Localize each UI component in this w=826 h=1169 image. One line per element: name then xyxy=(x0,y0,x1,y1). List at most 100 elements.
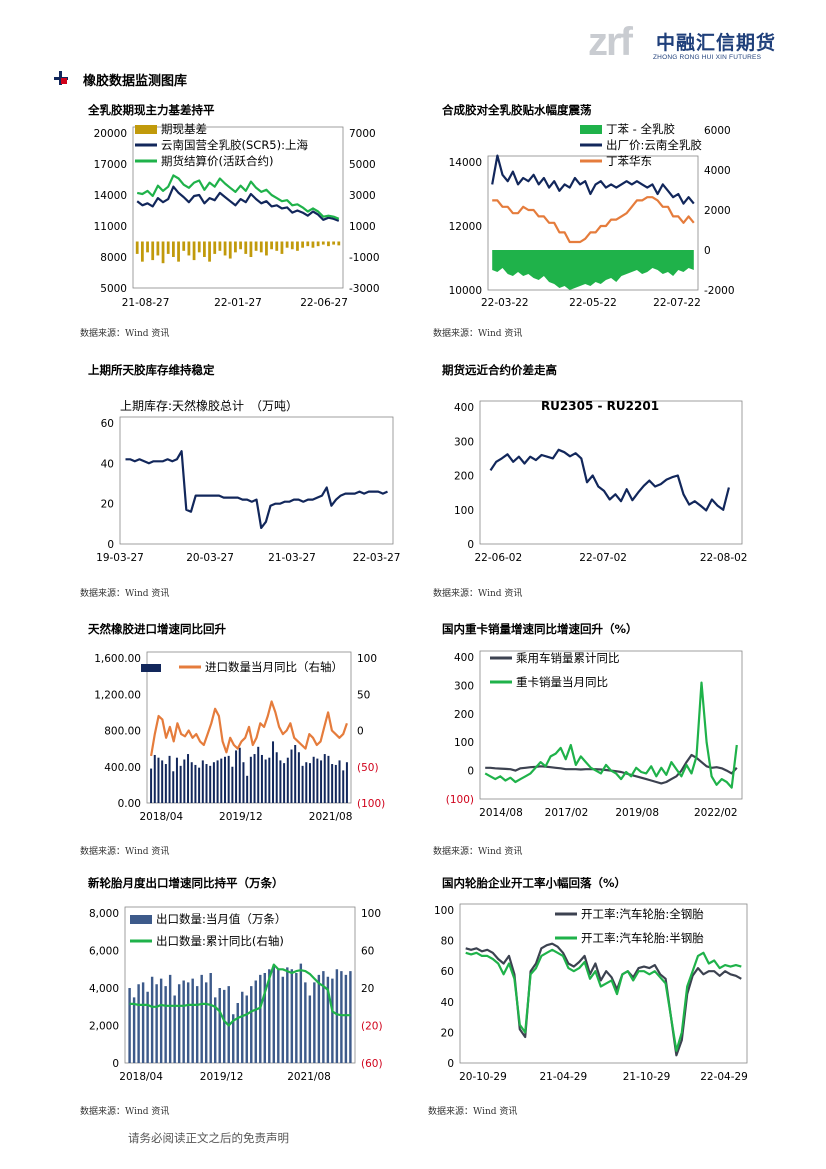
y-tick-label: 60 xyxy=(101,418,114,430)
y2-tick-label: (100) xyxy=(357,798,385,810)
x-tick-label: 2014/08 xyxy=(479,807,523,819)
bar-mark xyxy=(166,241,170,254)
bar-mark xyxy=(146,991,149,1063)
y-tick-label: 5000 xyxy=(100,283,127,295)
bar-mark xyxy=(280,241,284,254)
bar-mark xyxy=(242,762,245,803)
line-series-2 xyxy=(492,196,695,244)
bar-mark xyxy=(306,241,310,247)
bar-mark xyxy=(245,995,248,1063)
bar-mark xyxy=(331,978,334,1063)
bar-mark xyxy=(337,241,341,246)
bar-mark xyxy=(197,241,201,253)
x-tick-label: 2021/08 xyxy=(309,811,353,823)
bar-mark xyxy=(290,241,294,250)
bar-mark xyxy=(159,978,163,1063)
legend-label: 乘用车销量累计同比 xyxy=(516,651,620,665)
bar-mark xyxy=(186,982,190,1063)
rubber-import-chart: 1,600.00 1,200.00 800.00 400.00 0.00 100 50 0 (5… xyxy=(94,651,385,823)
bar-mark xyxy=(209,765,212,803)
x-tick-label: 2018/04 xyxy=(139,811,183,823)
logo-english-name: ZHONG RONG HUI XIN FUTURES xyxy=(653,54,762,61)
bar-mark xyxy=(155,984,158,1063)
bar-mark xyxy=(128,988,131,1063)
y2-tick-label: -3000 xyxy=(349,283,380,295)
x-tick-label: 2019/12 xyxy=(219,811,263,823)
y-tick-label: 0 xyxy=(112,1058,119,1070)
bar-mark xyxy=(218,988,221,1063)
bar-mark xyxy=(272,965,276,1063)
line-series-1 xyxy=(136,185,340,222)
bar-mark xyxy=(150,976,154,1063)
tire-export-chart: 8,000 6,000 4,000 2,000 0 100 60 20 (20) (60) 2018… xyxy=(89,906,383,1083)
y-tick-label: 17000 xyxy=(94,159,127,171)
y-tick-label: 200 xyxy=(454,709,474,721)
legend-label: 期货结算价(活跃合约) xyxy=(161,154,273,168)
bar-mark xyxy=(241,991,244,1063)
plot-frame xyxy=(487,155,699,291)
data-source: 数据来源：Wind 资讯 xyxy=(433,589,523,599)
bar-mark xyxy=(214,997,217,1063)
y2-tick-label: 0 xyxy=(357,726,364,738)
bar-mark xyxy=(191,978,194,1063)
bar-mark xyxy=(157,757,160,803)
legend-label: 进口数量当月同比（右轴） xyxy=(205,660,343,674)
bar-mark xyxy=(331,764,334,803)
line-series-1 xyxy=(150,700,348,757)
y-tick-label: (100) xyxy=(446,794,474,806)
y2-tick-label: 100 xyxy=(361,908,381,920)
bar-mark xyxy=(135,241,139,254)
y2-tick-label: 0 xyxy=(704,245,711,257)
data-source: 数据来源：Wind 资讯 xyxy=(80,1107,170,1117)
bar-mark xyxy=(182,980,185,1063)
bar-mark xyxy=(349,971,352,1063)
y-tick-label: 0 xyxy=(467,766,474,778)
bar-mark xyxy=(257,746,260,803)
y2-tick-label: 100 xyxy=(357,653,377,665)
y-tick-label: 40 xyxy=(101,458,114,470)
chart-title: 天然橡胶进口增速同比回升 xyxy=(88,622,226,636)
bar-mark xyxy=(344,974,348,1063)
bar-mark xyxy=(137,984,140,1063)
bar-mark xyxy=(150,768,153,803)
bar-mark xyxy=(218,241,222,251)
y-tick-label: 10000 xyxy=(449,285,482,297)
y-tick-label: 2,000 xyxy=(89,1021,119,1033)
bar-mark xyxy=(290,969,294,1063)
chart-title: 上期所天胶库存维持稳定 xyxy=(88,363,215,377)
bar-mark xyxy=(220,758,223,803)
bar-mark xyxy=(316,241,320,247)
y-tick-label: 800.00 xyxy=(104,726,141,738)
bar-mark xyxy=(334,764,337,803)
bar-mark xyxy=(299,963,303,1063)
line-series-1 xyxy=(129,963,351,1027)
y-tick-label: 400 xyxy=(454,402,474,414)
chart-inner-title: RU2305 - RU2201 xyxy=(541,399,659,413)
line-series-1 xyxy=(484,681,738,789)
shfe-inventory-chart: 60 40 20 019-03-27 20-03-27 21-03-27 22-03-27 上… xyxy=(96,398,400,564)
bar-mark xyxy=(156,241,160,256)
data-source: 数据来源：Wind 资讯 xyxy=(80,329,170,339)
chart-title: 国内轮胎企业开工率小幅回落（%） xyxy=(442,876,627,890)
y2-tick-label: 20 xyxy=(361,983,374,995)
y-tick-label: 100 xyxy=(434,905,454,917)
bar-mark xyxy=(311,241,315,248)
bar-mark xyxy=(317,974,321,1063)
bar-mark xyxy=(187,241,191,256)
chart-title: 新轮胎月度出口增速同比持平（万条） xyxy=(88,876,284,890)
y-tick-label: 100 xyxy=(454,505,474,517)
bar-mark xyxy=(253,754,256,803)
bar-mark xyxy=(286,967,289,1063)
bar-mark xyxy=(168,974,172,1063)
y-tick-label: 14000 xyxy=(449,157,482,169)
bar-mark xyxy=(177,984,181,1063)
bar-mark xyxy=(345,762,348,803)
bar-mark xyxy=(335,969,339,1063)
bar-mark xyxy=(140,241,144,262)
y-tick-label: 11000 xyxy=(94,221,127,233)
y-tick-label: 12000 xyxy=(449,221,482,233)
bar-mark xyxy=(249,241,253,257)
legend-label: 出厂价:云南全乳胶 xyxy=(606,138,702,152)
bar-mark xyxy=(194,764,197,803)
bar-mark xyxy=(161,760,164,803)
